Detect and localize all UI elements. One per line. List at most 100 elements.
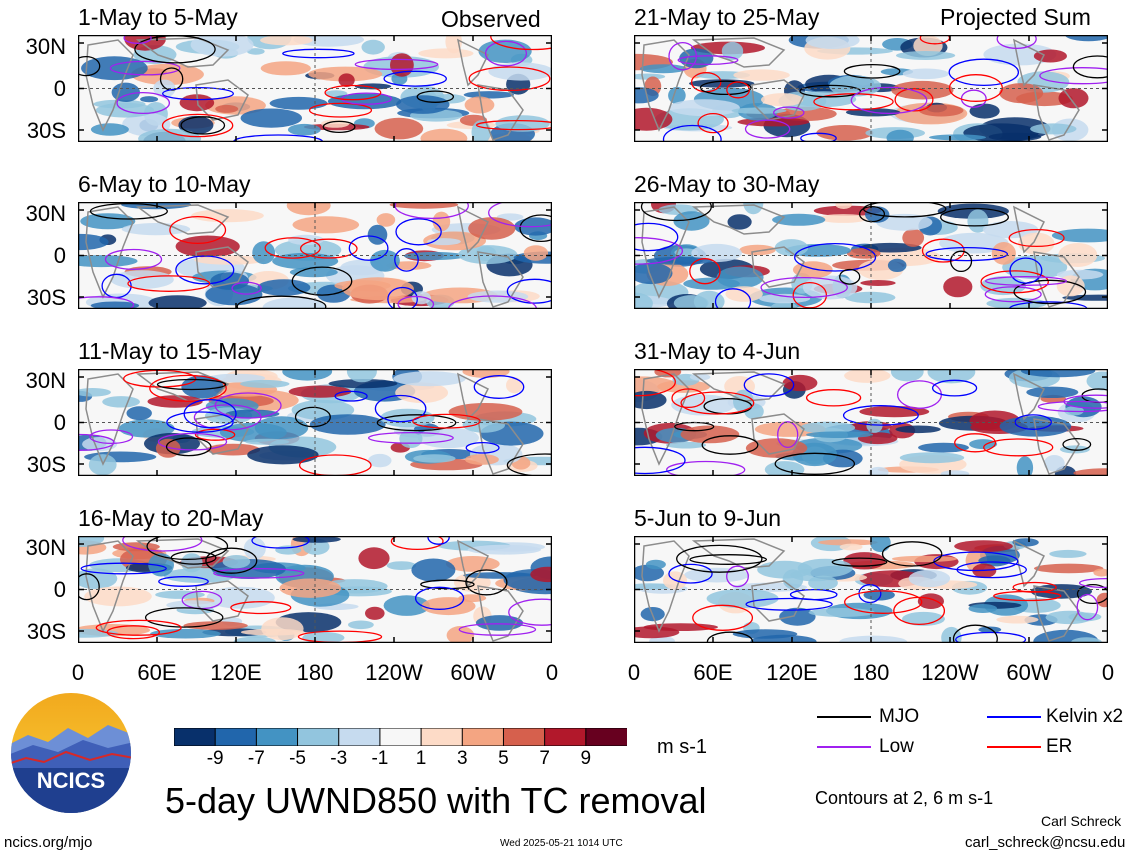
contour-line (156, 378, 227, 391)
contour-line (89, 429, 134, 445)
panel-title-obs-2: 6-May to 10-May (78, 171, 251, 197)
contour-line (169, 215, 227, 245)
coastline (641, 373, 690, 466)
contour-line (677, 55, 739, 66)
anomaly-shading (839, 543, 863, 551)
anomaly-shading (1049, 549, 1087, 558)
contour-line (291, 266, 353, 296)
contour-line (420, 579, 475, 590)
contour-line (1076, 583, 1108, 605)
contour-line (984, 286, 1042, 303)
anomaly-shading (1064, 406, 1084, 416)
contour-line (881, 541, 943, 567)
contour-line (692, 604, 754, 631)
contour-line (490, 35, 552, 51)
contour-line (308, 102, 373, 118)
anomaly-shading (148, 295, 207, 309)
colorbar-swatch (338, 728, 381, 746)
anomaly-shading (80, 213, 136, 230)
colorbar-swatch (420, 728, 464, 746)
contour-line (1013, 279, 1087, 305)
anomaly-shading (418, 48, 474, 59)
contour-line (161, 113, 234, 138)
anomaly-shading (895, 425, 941, 434)
contour-line (689, 554, 768, 565)
coastline (456, 539, 490, 588)
contour-line (78, 55, 101, 77)
colorbar-swatch (174, 728, 217, 746)
anomaly-shading (665, 441, 707, 449)
anomaly-shading (179, 94, 215, 112)
anomaly-shading (899, 452, 965, 464)
anomaly-shading (246, 48, 265, 55)
anomaly-shading (954, 540, 1013, 553)
contour-line (813, 93, 894, 111)
xtick-label: 120W (365, 660, 423, 685)
coastline (85, 540, 134, 633)
anomaly-shading (421, 597, 476, 616)
contour-line (671, 388, 706, 409)
coastline (195, 246, 249, 288)
contour-line (676, 544, 763, 573)
contour-line (78, 296, 135, 309)
xtick-label: 180 (296, 660, 334, 685)
anomaly-shading (386, 561, 417, 570)
contour-line (193, 404, 262, 431)
anomaly-shading (289, 267, 338, 278)
anomaly-shading (358, 547, 390, 570)
map-panel-projected-3 (634, 369, 1108, 476)
anomaly-shading (1034, 563, 1104, 574)
anomaly-shading (988, 132, 1042, 142)
anomaly-shading (725, 286, 763, 302)
anomaly-shading (257, 279, 311, 296)
anomaly-shading (1058, 243, 1098, 267)
ytick-30s: 30S (26, 285, 66, 310)
colorbar-tick-label: 7 (539, 748, 550, 769)
anomaly-shading (918, 104, 964, 117)
contour-line (993, 590, 1062, 602)
anomaly-shading (140, 96, 159, 103)
contour-line (376, 414, 457, 432)
anomaly-shading (805, 35, 860, 49)
colorbar-swatch (585, 728, 627, 746)
contour-line (166, 411, 234, 433)
anomaly-shading (420, 128, 468, 142)
xtick-label: 120E (210, 660, 262, 685)
contour-line (251, 536, 310, 549)
contour-line (800, 132, 837, 142)
anomaly-shading (260, 61, 311, 76)
anomaly-shading (155, 438, 181, 458)
colorbar-tick-label: -1 (371, 748, 389, 769)
anomaly-shading (374, 117, 424, 140)
anomaly-shading (727, 214, 752, 230)
coastline (456, 38, 490, 87)
coastline (456, 372, 490, 421)
anomaly-shading (896, 51, 956, 60)
coastline (85, 39, 134, 132)
xtick-label: 60E (137, 660, 177, 685)
coastline (641, 540, 690, 633)
anomaly-shading (1096, 592, 1108, 608)
contour-line (488, 202, 552, 228)
contour-line (230, 601, 292, 615)
coastline (1033, 418, 1080, 475)
contour-line (390, 536, 444, 551)
footer-url[interactable]: ncics.org/mjo (4, 834, 93, 851)
contour-line (416, 90, 455, 103)
anomaly-shading (302, 631, 345, 643)
xtick-label: 0 (627, 660, 641, 685)
anomaly-shading (940, 470, 970, 476)
coastline (691, 538, 786, 569)
contour-line (116, 91, 171, 115)
contour-line (983, 438, 1054, 457)
footer-email[interactable]: carl_schreck@ncsu.edu (965, 834, 1126, 851)
contour-line (465, 569, 508, 596)
anomaly-shading (645, 256, 714, 265)
anomaly-shading (634, 262, 673, 285)
contour-line (231, 281, 262, 295)
footer-author: Carl Schreck (1041, 813, 1122, 829)
anomaly-shading (292, 536, 341, 543)
anomaly-shading (181, 553, 203, 573)
coastline (641, 39, 690, 132)
ytick-30n: 30N (25, 535, 66, 560)
